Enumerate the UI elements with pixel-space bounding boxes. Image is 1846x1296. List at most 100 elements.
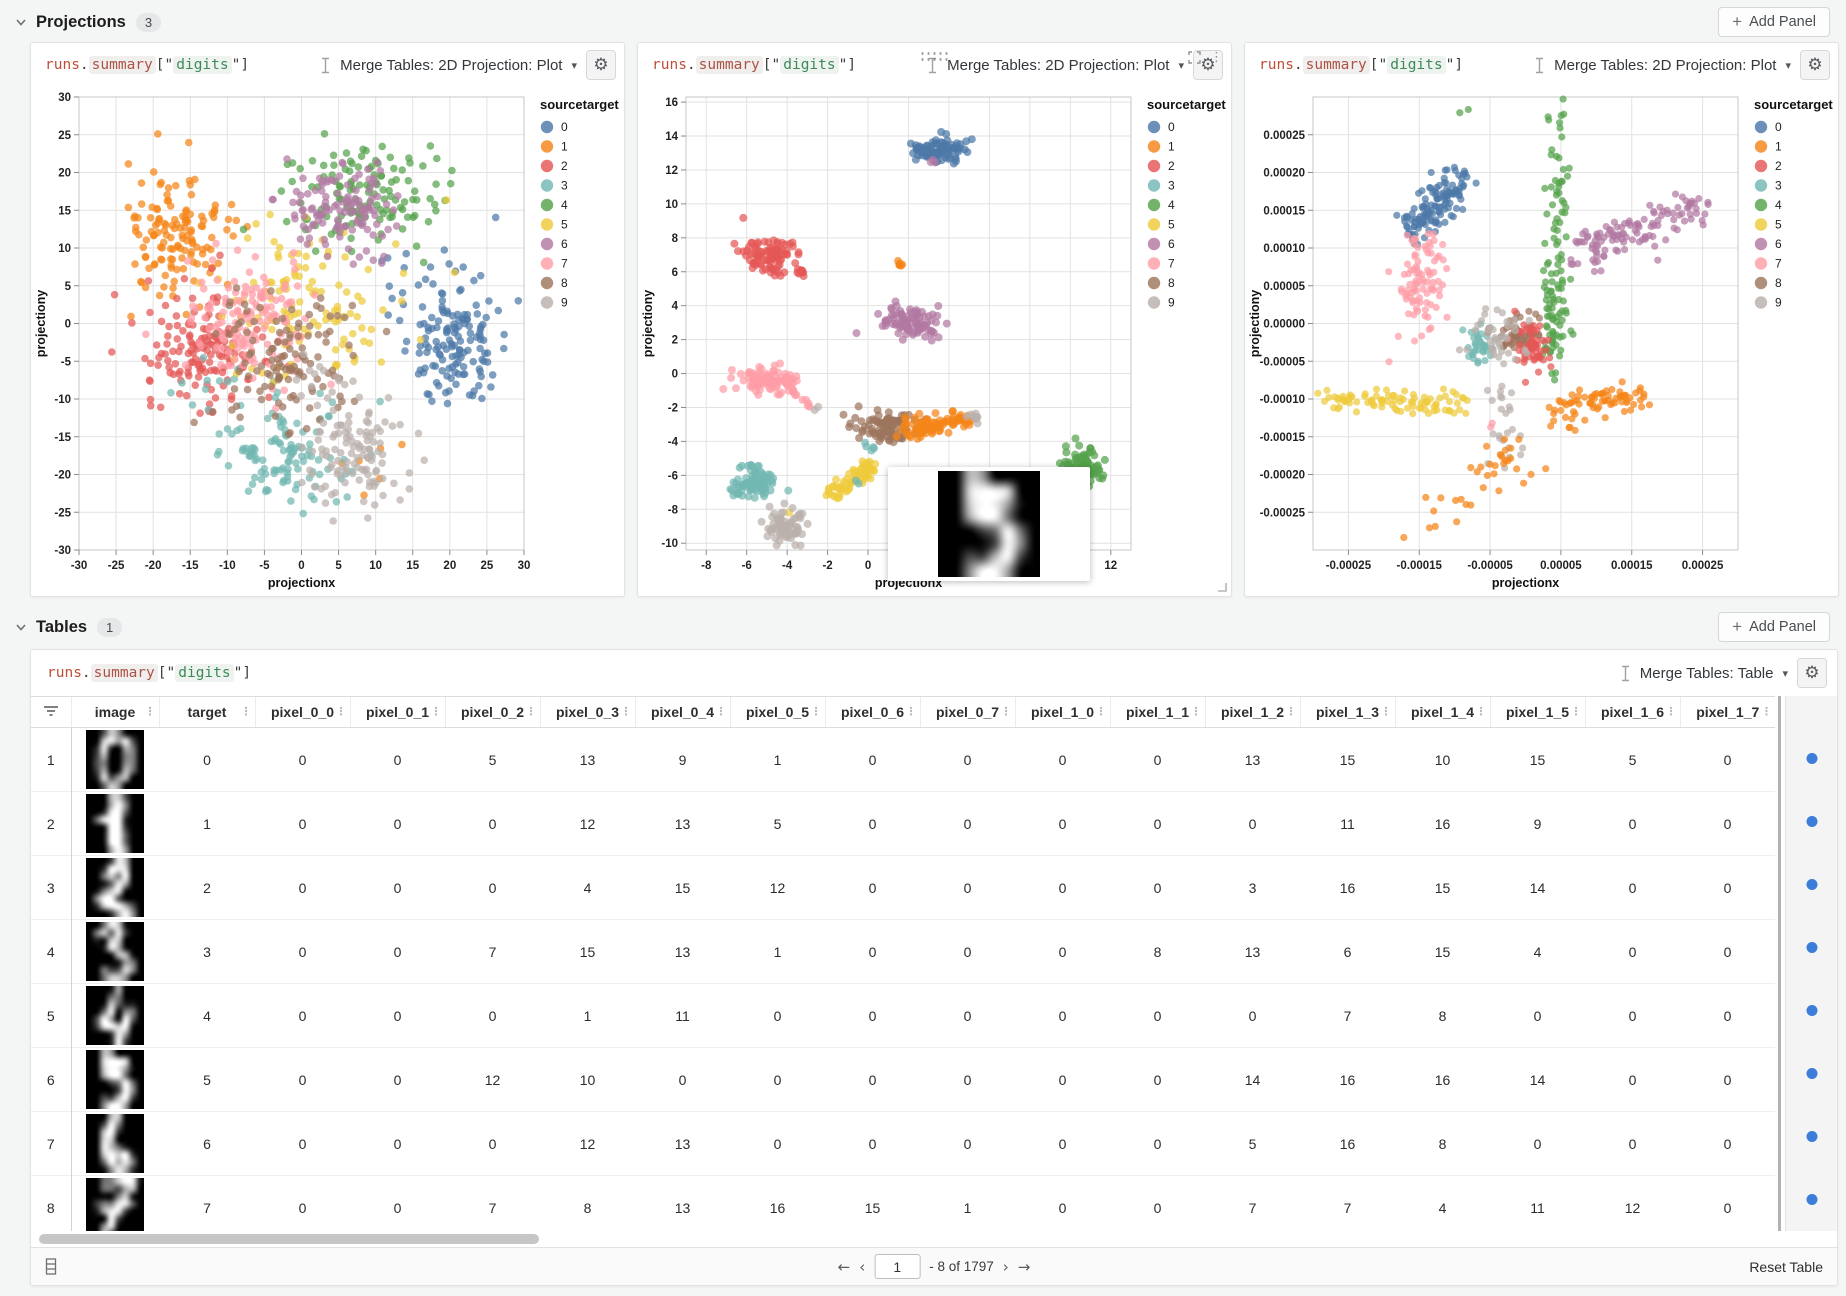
table-row[interactable]: 3 2 0 0 0 4 15 12 0 0 0 0 3 16 15 14 0 0 xyxy=(31,855,1775,920)
digit-image-cell[interactable] xyxy=(71,1047,159,1112)
panel-type-dropdown[interactable]: Merge Tables: 2D Projection: Plot xyxy=(947,56,1170,74)
scatter-plot-3[interactable]: -0.00025 -0.00015 -0.00005 0.00005 0.00015 0.… xyxy=(1245,87,1838,596)
column-header-pixel_0_3[interactable]: pixel_0_3 ⋮ xyxy=(539,696,635,728)
table-row[interactable]: 6 5 0 0 12 10 0 0 0 0 0 0 14 16 16 14 0 0 xyxy=(31,1047,1775,1112)
column-menu-icon[interactable]: ⋮ xyxy=(430,705,442,718)
reset-table-button[interactable]: Reset Table xyxy=(1749,1258,1823,1275)
scatter-plot-2[interactable]: -8-6-4-2024681012-10-8-6-4-2024681012141… xyxy=(638,87,1231,596)
row-selection-dot[interactable] xyxy=(1806,816,1817,827)
next-page-arrow-icon[interactable]: › xyxy=(1002,1257,1009,1276)
column-header-image[interactable]: image ⋮ xyxy=(70,696,159,728)
column-header-pixel_0_6[interactable]: pixel_0_6 ⋮ xyxy=(824,696,920,728)
column-menu-icon[interactable]: ⋮ xyxy=(1761,705,1772,718)
panel-query-expression[interactable]: runs. summary [" digits "] xyxy=(45,56,250,74)
column-header-pixel_1_1[interactable]: pixel_1_1 ⋮ xyxy=(1109,696,1205,728)
column-menu-icon[interactable]: ⋮ xyxy=(240,705,252,718)
panel-type-dropdown[interactable]: Merge Tables: 2D Projection: Plot xyxy=(340,56,563,74)
add-panel-button[interactable]: + Add Panel xyxy=(1718,612,1830,642)
column-menu-icon[interactable]: ⋮ xyxy=(1380,705,1392,718)
fullscreen-icon[interactable] xyxy=(1188,51,1201,64)
first-page-arrow-icon[interactable]: ← xyxy=(837,1257,851,1276)
row-selection-dot[interactable] xyxy=(1806,1194,1817,1205)
digit-image-cell[interactable] xyxy=(71,1111,159,1176)
column-menu-icon[interactable]: ⋮ xyxy=(1190,705,1202,718)
column-menu-icon[interactable]: ⋮ xyxy=(144,705,156,718)
column-header-pixel_0_0[interactable]: pixel_0_0 ⋮ xyxy=(254,696,350,728)
column-header-target[interactable]: target ⋮ xyxy=(158,696,255,728)
column-header-pixel_1_5[interactable]: pixel_1_5 ⋮ xyxy=(1489,696,1585,728)
table-row[interactable]: 1 0 0 0 5 13 9 1 0 0 0 0 13 15 10 15 5 0 xyxy=(31,727,1775,792)
digit-image-cell[interactable] xyxy=(71,855,159,920)
last-page-arrow-icon[interactable]: → xyxy=(1017,1257,1031,1276)
row-selection-dot[interactable] xyxy=(1806,1068,1817,1079)
panel-query-expression[interactable]: runs. summary [" digits "] xyxy=(652,56,857,74)
drag-handle-icon[interactable] xyxy=(921,52,948,61)
table-row[interactable]: 2 1 0 0 0 12 13 5 0 0 0 0 0 11 16 9 0 0 xyxy=(31,791,1775,856)
panel-type-dropdown[interactable]: Merge Tables: 2D Projection: Plot xyxy=(1554,56,1777,74)
legend-swatch xyxy=(1147,179,1161,192)
column-menu-icon[interactable]: ⋮ xyxy=(1285,705,1297,718)
caret-down-icon[interactable]: ▾ xyxy=(1785,58,1791,72)
table-row[interactable]: 5 4 0 0 0 1 11 0 0 0 0 0 0 7 8 0 0 0 xyxy=(31,983,1775,1048)
column-header-pixel_1_4[interactable]: pixel_1_4 ⋮ xyxy=(1394,696,1490,728)
section-title: Tables xyxy=(36,617,88,636)
column-header-pixel_0_1[interactable]: pixel_0_1 ⋮ xyxy=(349,696,445,728)
digit-image-cell[interactable] xyxy=(71,791,159,856)
scatter-plot-1[interactable]: -30 -25 -20 -15 -10 -5 0 5 10 15 20 25 30-30-25-20-1… xyxy=(31,87,624,596)
panel-count-badge: 3 xyxy=(135,12,162,32)
column-menu-icon[interactable]: ⋮ xyxy=(1570,705,1582,718)
panel-settings-button[interactable]: ⚙ xyxy=(586,50,616,80)
column-header-pixel_1_7[interactable]: pixel_1_7 ⋮ xyxy=(1679,696,1775,728)
table-row[interactable]: 8 7 0 0 7 8 13 16 15 1 0 0 7 7 4 11 12 0 xyxy=(31,1175,1775,1231)
row-selection-dot[interactable] xyxy=(1806,1005,1817,1016)
column-menu-icon[interactable]: ⋮ xyxy=(525,705,537,718)
horizontal-scrollbar-thumb[interactable] xyxy=(39,1234,539,1244)
panel-settings-button[interactable]: ⚙ xyxy=(1800,50,1830,80)
resize-handle-icon[interactable] xyxy=(1216,581,1228,593)
row-selection-dot[interactable] xyxy=(1806,753,1817,764)
table-row[interactable]: 4 3 0 0 7 15 13 1 0 0 0 8 13 6 15 4 0 0 xyxy=(31,919,1775,984)
filter-button[interactable] xyxy=(31,696,71,728)
column-menu-icon[interactable]: ⋮ xyxy=(335,705,347,718)
column-menu-icon[interactable]: ⋮ xyxy=(1475,705,1487,718)
column-header-pixel_0_7[interactable]: pixel_0_7 ⋮ xyxy=(919,696,1015,728)
panel-settings-button[interactable]: ⚙ xyxy=(1797,658,1827,688)
column-menu-icon[interactable]: ⋮ xyxy=(1095,705,1107,718)
caret-down-icon[interactable]: ▾ xyxy=(1178,58,1184,72)
vertical-scrollbar[interactable] xyxy=(1778,696,1781,1231)
column-header-pixel_1_0[interactable]: pixel_1_0 ⋮ xyxy=(1014,696,1110,728)
column-menu-icon[interactable]: ⋮ xyxy=(620,705,632,718)
digit-image-cell[interactable] xyxy=(71,1175,159,1231)
row-selection-dot[interactable] xyxy=(1806,879,1817,890)
panel-type-dropdown[interactable]: Merge Tables: Table xyxy=(1639,664,1774,682)
column-header-pixel_1_6[interactable]: pixel_1_6 ⋮ xyxy=(1584,696,1680,728)
panel-query-expression[interactable]: runs. summary [" digits "] xyxy=(1259,56,1464,74)
filmstrip-icon[interactable] xyxy=(45,1258,57,1275)
column-menu-icon[interactable]: ⋮ xyxy=(810,705,822,718)
column-header-pixel_0_2[interactable]: pixel_0_2 ⋮ xyxy=(444,696,540,728)
column-menu-icon[interactable]: ⋮ xyxy=(1665,705,1677,718)
column-header-pixel_1_3[interactable]: pixel_1_3 ⋮ xyxy=(1299,696,1395,728)
page-number-input[interactable] xyxy=(874,1254,921,1279)
column-header-pixel_1_2[interactable]: pixel_1_2 ⋮ xyxy=(1204,696,1300,728)
caret-down-icon[interactable]: ▾ xyxy=(571,58,577,72)
column-menu-icon[interactable]: ⋮ xyxy=(715,705,727,718)
caret-down-icon[interactable]: ▾ xyxy=(1782,666,1788,680)
digit-image-cell[interactable] xyxy=(71,983,159,1048)
digit-image-cell[interactable] xyxy=(71,727,159,792)
column-menu-icon[interactable]: ⋮ xyxy=(905,705,917,718)
add-panel-button[interactable]: + Add Panel xyxy=(1718,7,1830,37)
panel-settings-button[interactable]: ⚙ xyxy=(1193,50,1223,80)
prev-page-arrow-icon[interactable]: ‹ xyxy=(859,1257,866,1276)
digit-image-cell[interactable] xyxy=(71,919,159,984)
column-header-pixel_0_4[interactable]: pixel_0_4 ⋮ xyxy=(634,696,730,728)
kebab-menu-icon[interactable]: ⋮ xyxy=(1210,50,1223,65)
table-row[interactable]: 7 6 0 0 0 12 13 0 0 0 0 0 5 16 8 0 0 0 xyxy=(31,1111,1775,1176)
column-menu-icon[interactable]: ⋮ xyxy=(1000,705,1012,718)
row-selection-dot[interactable] xyxy=(1806,942,1817,953)
table-query-expression[interactable]: runs. summary [" digits "] xyxy=(47,664,252,682)
column-header-pixel_0_5[interactable]: pixel_0_5 ⋮ xyxy=(729,696,825,728)
chevron-down-icon[interactable] xyxy=(14,15,28,29)
chevron-down-icon[interactable] xyxy=(14,620,28,634)
row-selection-dot[interactable] xyxy=(1806,1131,1817,1142)
